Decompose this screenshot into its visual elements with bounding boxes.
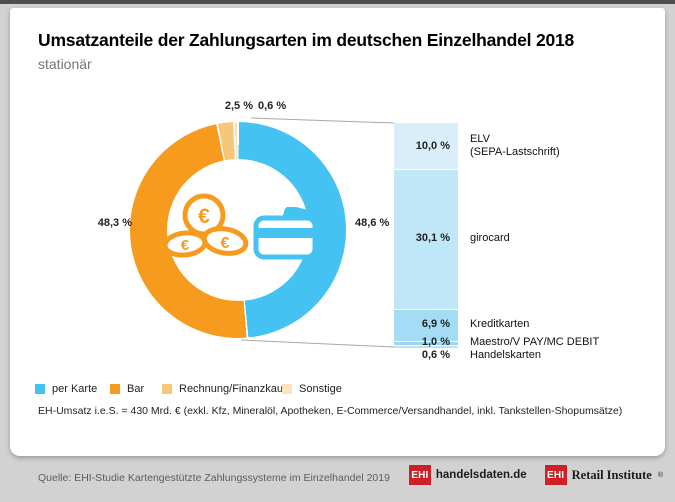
handelsdaten-wordmark: handelsdaten.de — [435, 469, 527, 481]
infographic-card: Umsatzanteile der Zahlungsarten im deuts… — [10, 8, 665, 456]
legend-item-per-karte: per Karte — [35, 383, 97, 395]
bar-name-label-2: Kreditkarten — [470, 318, 530, 331]
svg-text:€: € — [221, 235, 230, 252]
legend-swatch-sonstige — [282, 384, 292, 394]
bar-name-label-3: Maestro/V PAY/MC DEBIT — [470, 336, 600, 349]
credit-card-icon — [253, 205, 327, 268]
donut-label-sonstige: 0,6 % — [258, 100, 287, 112]
legend-item-bar: Bar — [110, 383, 144, 395]
stacked-bar — [394, 123, 458, 348]
donut-label-per-karte: 48,6 % — [355, 217, 390, 229]
bar-pct-label-4: 0,6 % — [421, 349, 450, 362]
svg-text:€: € — [198, 205, 210, 228]
legend-label: Sonstige — [299, 383, 342, 395]
bar-pct-label-3: 1,0 % — [421, 336, 450, 349]
bar-segment-4 — [394, 345, 458, 348]
bar-name-label-1: girocard — [470, 232, 510, 245]
legend-item-sonstige: Sonstige — [282, 383, 342, 395]
bar-segment-2 — [394, 308, 458, 341]
ehi-retail-institute-logo: EHI Retail Institute ® — [544, 465, 663, 485]
svg-text:€: € — [181, 237, 190, 254]
bar-segment-3 — [394, 340, 458, 346]
bar-pct-label-1: 30,1 % — [415, 232, 450, 245]
footer-logos: EHI handelsdaten.de EHI Retail Institute… — [408, 465, 663, 485]
ehi-logo-mark: EHI — [408, 465, 431, 485]
bar-segment-0 — [394, 123, 458, 170]
ehi-logo-mark: EHI — [544, 465, 567, 485]
donut-label-rechnung: 2,5 % — [224, 100, 253, 112]
source-text: Quelle: EHI-Studie Kartengestützte Zahlu… — [38, 472, 390, 484]
legend-label: Rechnung/Finanzkauf — [179, 383, 287, 395]
bar-pct-label-2: 6,9 % — [421, 318, 450, 331]
bar-name-label-0: ELV (SEPA-Lastschrift) — [470, 133, 560, 159]
legend-swatch-rechnung — [162, 384, 172, 394]
footnote: EH-Umsatz i.e.S. = 430 Mrd. € (exkl. Kfz… — [38, 405, 623, 417]
leader-lines — [240, 117, 395, 348]
donut-label-bar: 48,3 % — [97, 217, 132, 229]
legend-swatch-per-karte — [35, 384, 45, 394]
page-subtitle: stationär — [38, 56, 92, 72]
euro-coins-icon: € € € — [160, 192, 255, 269]
ehi-handelsdaten-logo: EHI handelsdaten.de — [408, 465, 527, 485]
chart-area: Umsatzanteile der Zahlungsarten im deuts… — [10, 8, 665, 456]
bar-name-label-4: Handelskarten — [470, 349, 541, 362]
registered-mark: ® — [657, 471, 663, 479]
legend-item-rechnung: Rechnung/Finanzkauf — [162, 383, 286, 395]
legend-swatch-bar — [110, 384, 120, 394]
retail-institute-wordmark: Retail Institute — [571, 467, 652, 482]
legend-label: per Karte — [52, 383, 98, 395]
page-title: Umsatzanteile der Zahlungsarten im deuts… — [38, 30, 575, 50]
window-top-edge — [0, 0, 675, 4]
bar-segment-1 — [394, 169, 458, 309]
bar-pct-label-0: 10,0 % — [415, 139, 450, 152]
legend-label: Bar — [127, 383, 145, 395]
